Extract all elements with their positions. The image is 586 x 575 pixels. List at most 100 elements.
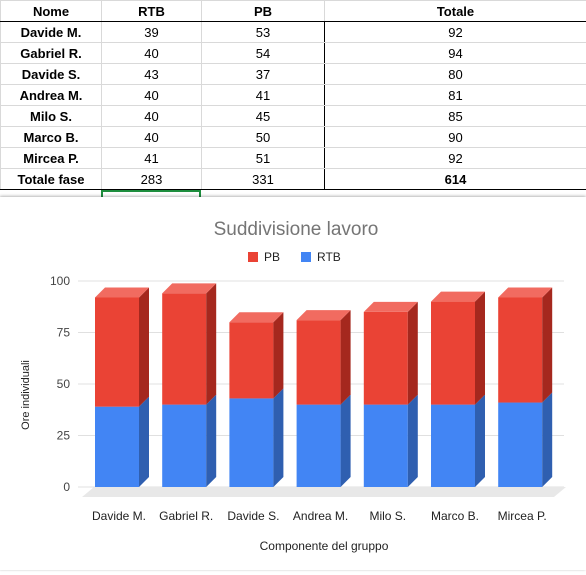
- bar-side: [206, 283, 216, 404]
- bar-front: [297, 320, 341, 404]
- data-table: Nome RTB PB Totale Davide M. 39 53 92 Ga…: [0, 0, 586, 190]
- bar-side: [273, 388, 283, 487]
- bar-front: [95, 407, 139, 487]
- bar-front: [229, 398, 273, 487]
- bar-front: [364, 312, 408, 405]
- cell-pb[interactable]: 41: [202, 85, 325, 106]
- bar-front: [364, 405, 408, 487]
- cell-total[interactable]: 85: [325, 106, 586, 127]
- bar-segment-pb: [297, 310, 351, 404]
- x-axis-ticks: Davide M. Gabriel R. Davide S. Andrea M. Mil…: [92, 509, 547, 523]
- cell-total[interactable]: 90: [325, 127, 586, 148]
- cell-total[interactable]: 92: [325, 148, 586, 169]
- chart-floor: [82, 487, 566, 497]
- cell-name[interactable]: Gabriel R.: [1, 43, 102, 64]
- y-tick-label: 100: [50, 274, 70, 288]
- cell-name[interactable]: Mircea P.: [1, 148, 102, 169]
- legend-swatch-rtb: [301, 252, 311, 262]
- x-tick-label: Davide M.: [92, 509, 146, 523]
- bar-front: [95, 297, 139, 406]
- y-tick-label: 50: [57, 377, 71, 391]
- table-row: Marco B. 40 50 90: [1, 127, 586, 148]
- bar-segment-rtb: [162, 395, 216, 487]
- bar-segment-rtb: [297, 395, 351, 487]
- table-row: Gabriel R. 40 54 94: [1, 43, 586, 64]
- cell-rtb[interactable]: 39: [102, 22, 202, 43]
- bar-side: [139, 287, 149, 406]
- cell-pb[interactable]: 51: [202, 148, 325, 169]
- cell-name[interactable]: Andrea M.: [1, 85, 102, 106]
- y-tick-label: 25: [57, 429, 71, 443]
- cell-pb[interactable]: 45: [202, 106, 325, 127]
- x-tick-label: Andrea M.: [293, 509, 348, 523]
- cell-total-rtb[interactable]: 283: [102, 169, 202, 190]
- bar-segment-rtb: [498, 393, 552, 487]
- x-tick-label: Marco B.: [431, 509, 479, 523]
- y-tick-label: 0: [63, 480, 70, 494]
- table-row: Davide M. 39 53 92: [1, 22, 586, 43]
- bar-segment-pb: [498, 287, 552, 402]
- bar-side: [341, 395, 351, 487]
- bar-side: [341, 310, 351, 404]
- cell-rtb[interactable]: 43: [102, 64, 202, 85]
- bar-segment-pb: [162, 283, 216, 404]
- bar-side: [273, 312, 283, 398]
- bar-series: [95, 283, 552, 487]
- bar-front: [431, 302, 475, 405]
- cell-name[interactable]: Davide M.: [1, 22, 102, 43]
- cell-rtb[interactable]: 40: [102, 106, 202, 127]
- cell-rtb[interactable]: 40: [102, 85, 202, 106]
- legend-label-rtb: RTB: [317, 250, 341, 264]
- cell-total[interactable]: 80: [325, 64, 586, 85]
- cell-rtb[interactable]: 40: [102, 43, 202, 64]
- x-tick-label: Davide S.: [227, 509, 279, 523]
- header-nome[interactable]: Nome: [1, 1, 102, 22]
- bar-segment-rtb: [431, 395, 485, 487]
- cell-pb[interactable]: 50: [202, 127, 325, 148]
- cell-total[interactable]: 92: [325, 22, 586, 43]
- cell-total[interactable]: 94: [325, 43, 586, 64]
- bar-side: [139, 397, 149, 487]
- cell-name[interactable]: Marco B.: [1, 127, 102, 148]
- cell-total-label[interactable]: Totale fase: [1, 169, 102, 190]
- bar-side: [475, 395, 485, 487]
- header-rtb[interactable]: RTB: [102, 1, 202, 22]
- x-tick-label: Mircea P.: [498, 509, 547, 523]
- cell-pb[interactable]: 54: [202, 43, 325, 64]
- bar-front: [162, 293, 206, 404]
- y-axis-title: Ore individuali: [20, 360, 32, 430]
- cell-total[interactable]: 81: [325, 85, 586, 106]
- x-tick-label: Gabriel R.: [159, 509, 213, 523]
- table-row: Mircea P. 41 51 92: [1, 148, 586, 169]
- header-pb[interactable]: PB: [202, 1, 325, 22]
- bar-side: [542, 393, 552, 487]
- bar-side: [408, 302, 418, 405]
- x-tick-label: Milo S.: [369, 509, 406, 523]
- bar-segment-pb: [95, 287, 149, 406]
- bar-front: [498, 403, 542, 487]
- cell-rtb[interactable]: 40: [102, 127, 202, 148]
- total-row: Totale fase 283 331 614: [1, 169, 586, 190]
- bar-side: [408, 395, 418, 487]
- chart-legend: PB RTB: [248, 250, 341, 264]
- cell-name[interactable]: Davide S.: [1, 64, 102, 85]
- cell-pb[interactable]: 37: [202, 64, 325, 85]
- bar-front: [431, 405, 475, 487]
- chart-title: Suddivisione lavoro: [214, 219, 379, 240]
- cell-pb[interactable]: 53: [202, 22, 325, 43]
- bar-segment-rtb: [95, 397, 149, 487]
- bar-segment-rtb: [364, 395, 418, 487]
- cell-name[interactable]: Milo S.: [1, 106, 102, 127]
- cell-total-pb[interactable]: 331: [202, 169, 325, 190]
- cell-rtb[interactable]: 41: [102, 148, 202, 169]
- bar-side: [475, 292, 485, 405]
- cell-grand-total[interactable]: 614: [325, 169, 586, 190]
- bar-side: [542, 287, 552, 402]
- table-row: Andrea M. 40 41 81: [1, 85, 586, 106]
- bar-front: [162, 405, 206, 487]
- bar-segment-pb: [431, 292, 485, 405]
- header-totale[interactable]: Totale: [325, 1, 586, 22]
